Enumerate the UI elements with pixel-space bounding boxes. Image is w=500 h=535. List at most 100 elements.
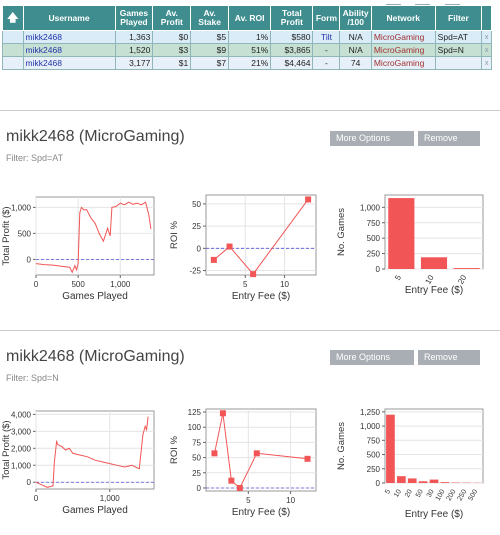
y-tick-label: 1,000: [360, 203, 381, 212]
cell-user[interactable]: mikk2468: [22, 30, 116, 44]
x-tick-label: 20: [456, 273, 469, 286]
y-tick-label: 750: [367, 436, 381, 445]
plot-frame: [205, 194, 317, 276]
cell-filter: [434, 56, 483, 70]
col-ability[interactable]: Ability /100: [339, 5, 372, 31]
row-spacer: [2, 30, 24, 44]
section-title: mikk2468 (MicroGaming): [6, 348, 185, 365]
row-spacer: [2, 43, 24, 57]
y-tick-label: 0: [197, 484, 202, 493]
x-tick-label: 5: [243, 280, 248, 289]
section-title: mikk2468 (MicroGaming): [6, 128, 185, 145]
cell-games: 1,363: [114, 30, 154, 44]
x-tick-label: 1,000: [100, 494, 121, 503]
y-tick-label: 0: [197, 244, 202, 253]
x-axis-label: Entry Fee ($): [232, 291, 290, 302]
remove-button[interactable]: Remove: [418, 131, 480, 146]
stats-table: 🡅 Username Games Played Av. Profit Av. S…: [2, 5, 492, 70]
data-point: [250, 271, 257, 278]
bar: [420, 257, 448, 269]
x-axis-label: Entry Fee ($): [405, 509, 463, 520]
col-form[interactable]: Form: [312, 5, 341, 31]
col-filter[interactable]: Filter: [434, 5, 483, 31]
up-arrow-icon[interactable]: 🡅: [7, 11, 19, 24]
bar: [407, 478, 417, 483]
data-point: [219, 410, 226, 417]
col-totalprofit[interactable]: Total Profit: [270, 5, 314, 31]
close-icon[interactable]: x: [481, 43, 492, 57]
bar: [386, 414, 395, 483]
cell-stake: $7: [190, 56, 230, 70]
games-bar-chart: 0 250 500 750 1,000 No. Games Entry Fee ($)5 10…: [336, 194, 484, 296]
x-tick-label: 1,000: [110, 280, 131, 289]
x-tick-label: 10: [280, 280, 289, 289]
cell-user[interactable]: mikk2468: [22, 43, 116, 57]
section-filter: Filter: Spd=N: [6, 373, 59, 383]
cell-form[interactable]: Tilt: [312, 30, 341, 44]
y-tick-label: 0: [27, 255, 32, 264]
y-tick-label: 750: [367, 219, 381, 228]
y-tick-label: 50: [192, 200, 201, 209]
y-tick-label: 0: [27, 478, 32, 487]
cell-games: 1,520: [114, 43, 154, 57]
cell-total: $4,464: [270, 56, 314, 70]
cell-profit: $3: [152, 43, 192, 57]
col-games[interactable]: Games Played: [114, 5, 154, 31]
y-tick-label: 25: [192, 222, 201, 231]
col-close: [481, 5, 492, 31]
y-axis-label: Total Profit ($): [1, 420, 12, 479]
cell-ability: N/A: [339, 43, 372, 57]
series-line: [214, 413, 308, 489]
y-tick-label: 4,000: [11, 410, 32, 419]
plot-frame: [35, 196, 155, 276]
section-filter: Filter: Spd=AT: [6, 153, 64, 163]
cell-network: MicroGaming: [370, 30, 436, 44]
y-tick-label: 25: [192, 469, 201, 478]
data-point: [305, 196, 312, 203]
bar: [418, 481, 428, 483]
cell-roi: 1%: [228, 30, 272, 44]
y-axis-label: No. Games: [336, 422, 347, 470]
cell-roi: 21%: [228, 56, 272, 70]
cell-user[interactable]: mikk2468: [22, 56, 116, 70]
series-line: [213, 199, 309, 275]
data-point: [211, 450, 218, 457]
y-tick-label: 250: [367, 250, 381, 259]
y-axis-label: Total Profit ($): [1, 206, 12, 265]
more-options-button[interactable]: More Options: [330, 131, 414, 146]
y-tick-label: 0: [376, 479, 381, 488]
col-username[interactable]: Username: [22, 5, 116, 31]
table-row[interactable]: mikk2468 1,520 $3 $9 51% $3,865 - N/A Mi…: [2, 43, 492, 57]
table-row[interactable]: mikk2468 1,363 $0 $5 1% $580 Tilt N/A Mi…: [2, 30, 492, 44]
data-point: [236, 484, 243, 491]
close-icon[interactable]: x: [481, 56, 492, 70]
x-tick-label: 0: [34, 494, 39, 503]
x-axis-label: Entry Fee ($): [405, 285, 463, 296]
table-row[interactable]: mikk2468 3,177 $1 $7 21% $4,464 - 74 Mic…: [2, 56, 492, 70]
remove-button[interactable]: Remove: [418, 350, 480, 365]
bar: [396, 476, 406, 483]
x-axis-label: Games Played: [62, 291, 128, 302]
x-axis-label: Entry Fee ($): [232, 507, 290, 518]
sort-column-header[interactable]: 🡅: [2, 5, 24, 31]
y-tick-label: 500: [367, 451, 381, 460]
cell-network: MicroGaming: [370, 56, 436, 70]
col-avstake[interactable]: Av. Stake: [190, 5, 230, 31]
col-avroi[interactable]: Av. ROI: [228, 5, 272, 31]
close-icon[interactable]: x: [481, 30, 492, 44]
cell-form: -: [312, 43, 341, 57]
col-avprofit[interactable]: Av. Profit: [152, 5, 192, 31]
bar: [429, 479, 439, 483]
bar: [388, 198, 415, 269]
y-tick-label: 75: [192, 438, 201, 447]
y-axis-label: ROI %: [169, 220, 180, 249]
x-axis-label: Games Played: [62, 505, 128, 516]
col-network[interactable]: Network: [370, 5, 436, 31]
y-tick-label: 125: [188, 408, 202, 417]
y-tick-label: -25: [189, 267, 201, 276]
cell-profit: $1: [152, 56, 192, 70]
more-options-button[interactable]: More Options: [330, 350, 414, 365]
